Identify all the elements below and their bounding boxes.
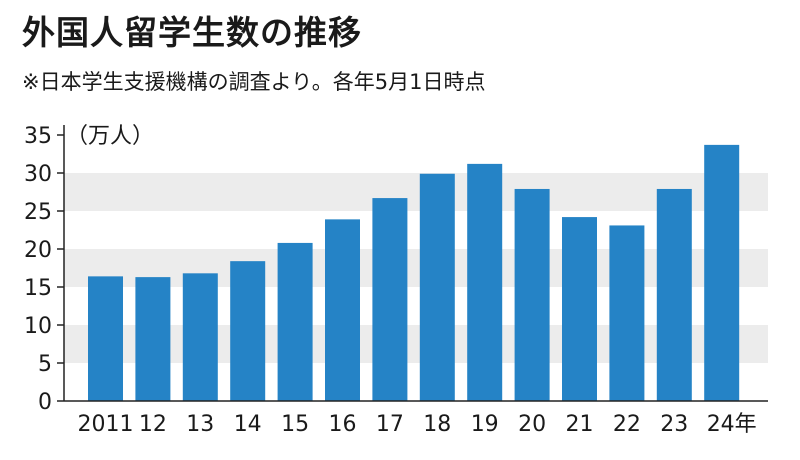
bar bbox=[372, 198, 408, 401]
x-tick-label: 21 bbox=[566, 412, 594, 437]
x-tick-label: 24年 bbox=[707, 412, 757, 437]
y-tick-label: 30 bbox=[24, 162, 52, 187]
x-tick-label: 19 bbox=[471, 412, 499, 437]
bar bbox=[419, 173, 455, 401]
bar bbox=[230, 261, 266, 401]
grid-band bbox=[64, 173, 768, 211]
bar bbox=[88, 276, 123, 401]
x-tick-label: 13 bbox=[186, 412, 214, 437]
bar bbox=[704, 144, 740, 401]
bar bbox=[656, 188, 692, 401]
bar bbox=[467, 163, 503, 401]
bar bbox=[135, 277, 171, 401]
y-tick-label: 35 bbox=[24, 124, 52, 149]
grid-band bbox=[64, 325, 768, 363]
y-tick-label: 20 bbox=[24, 238, 52, 263]
x-tick-label: 17 bbox=[376, 412, 404, 437]
bar bbox=[514, 188, 550, 401]
x-tick-label: 14 bbox=[234, 412, 262, 437]
bar bbox=[182, 273, 218, 401]
x-tick-label: 22 bbox=[613, 412, 641, 437]
chart-title: 外国人留学生数の推移 bbox=[22, 13, 362, 52]
x-tick-label: 20 bbox=[518, 412, 546, 437]
x-tick-label: 15 bbox=[281, 412, 309, 437]
bar bbox=[609, 225, 645, 401]
bar bbox=[325, 219, 360, 401]
grid-band bbox=[64, 249, 768, 287]
y-tick-label: 25 bbox=[24, 200, 52, 225]
y-tick-label: 10 bbox=[24, 314, 52, 339]
y-tick-label: 5 bbox=[38, 352, 52, 377]
x-tick-label: 2011 bbox=[78, 412, 134, 437]
bar bbox=[562, 217, 597, 401]
y-axis-unit-label: （万人） bbox=[66, 124, 154, 149]
y-tick-label: 15 bbox=[24, 276, 52, 301]
x-tick-label: 12 bbox=[139, 412, 167, 437]
x-tick-label: 23 bbox=[660, 412, 688, 437]
x-tick-label: 18 bbox=[423, 412, 451, 437]
x-tick-label: 16 bbox=[329, 412, 357, 437]
chart-subtitle: ※日本学生支援機構の調査より。各年5月1日時点 bbox=[22, 70, 486, 94]
y-tick-label: 0 bbox=[38, 390, 52, 415]
bar bbox=[277, 242, 313, 401]
